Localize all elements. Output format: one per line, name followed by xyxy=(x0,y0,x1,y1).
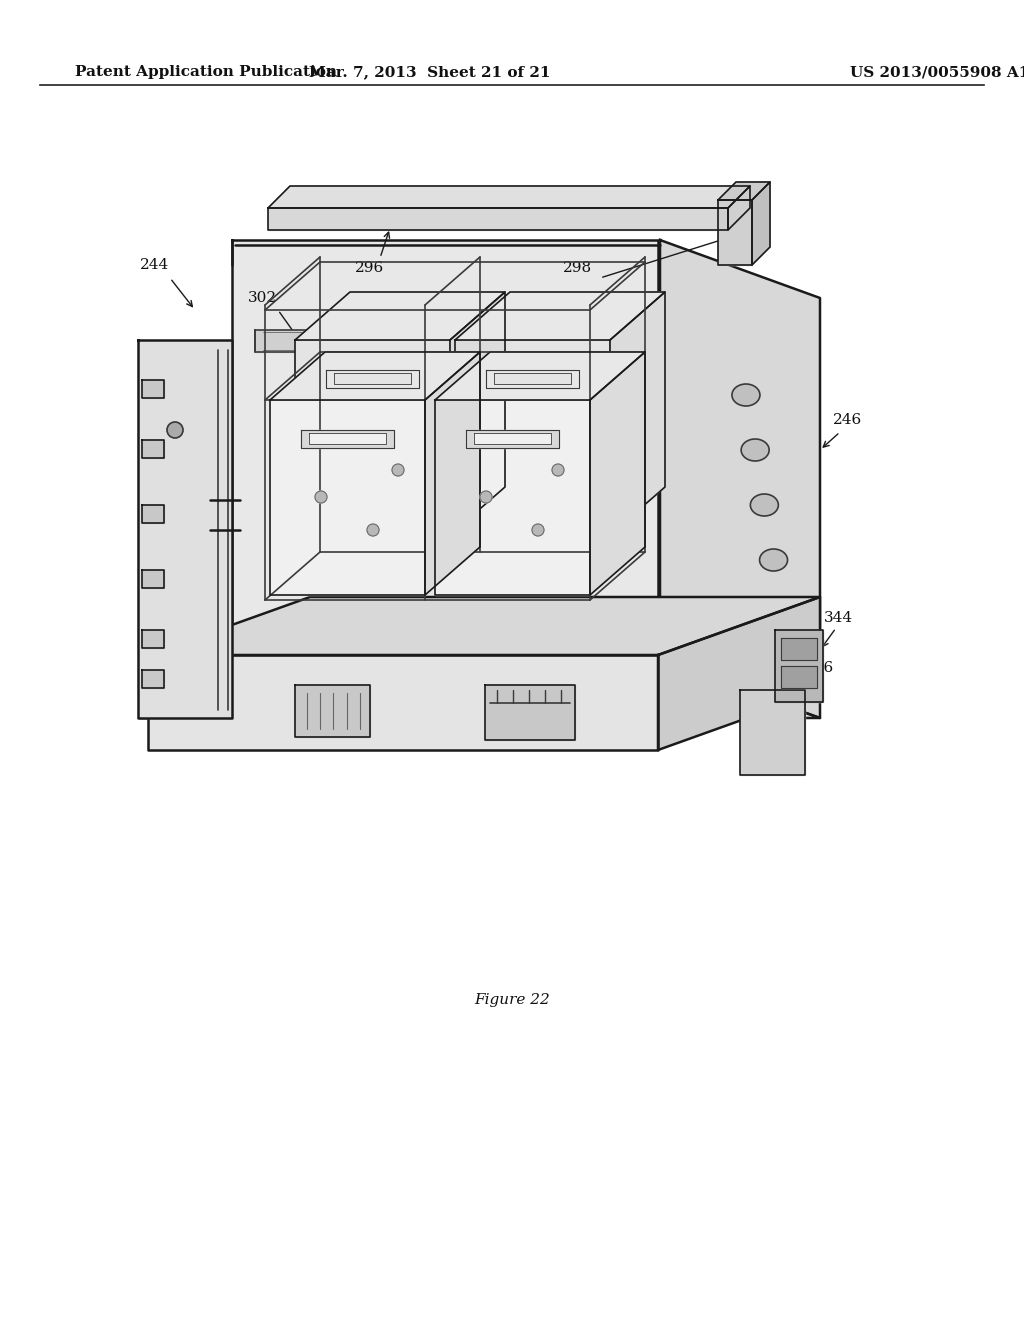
Polygon shape xyxy=(270,352,480,400)
Text: 226: 226 xyxy=(805,661,835,675)
Polygon shape xyxy=(148,655,658,750)
Text: 302: 302 xyxy=(248,290,276,305)
Polygon shape xyxy=(268,186,750,209)
Circle shape xyxy=(480,491,492,503)
Polygon shape xyxy=(138,341,232,718)
Polygon shape xyxy=(752,182,770,265)
Text: 342: 342 xyxy=(137,480,167,495)
Polygon shape xyxy=(660,240,820,718)
Text: 304: 304 xyxy=(154,634,182,647)
Polygon shape xyxy=(334,374,411,384)
Ellipse shape xyxy=(769,605,797,626)
Polygon shape xyxy=(142,506,164,523)
Text: Figure 22: Figure 22 xyxy=(474,993,550,1007)
Polygon shape xyxy=(781,667,817,688)
Polygon shape xyxy=(435,352,645,400)
Polygon shape xyxy=(466,430,559,447)
Text: US 2013/0055908 A1: US 2013/0055908 A1 xyxy=(850,65,1024,79)
Polygon shape xyxy=(728,186,750,230)
Polygon shape xyxy=(232,240,658,660)
Circle shape xyxy=(315,491,327,503)
Polygon shape xyxy=(148,597,820,655)
Polygon shape xyxy=(255,330,625,352)
Polygon shape xyxy=(326,370,419,388)
Ellipse shape xyxy=(760,549,787,572)
Polygon shape xyxy=(268,209,728,230)
Text: 246: 246 xyxy=(834,413,862,426)
Polygon shape xyxy=(610,292,665,535)
Polygon shape xyxy=(435,400,590,595)
Polygon shape xyxy=(450,292,505,535)
Text: Patent Application Publication: Patent Application Publication xyxy=(75,65,337,79)
Circle shape xyxy=(340,432,352,444)
Polygon shape xyxy=(140,660,820,718)
Polygon shape xyxy=(142,380,164,399)
Polygon shape xyxy=(295,685,370,737)
Text: 292: 292 xyxy=(137,541,167,554)
Ellipse shape xyxy=(751,494,778,516)
Polygon shape xyxy=(295,341,450,535)
Text: Mar. 7, 2013  Sheet 21 of 21: Mar. 7, 2013 Sheet 21 of 21 xyxy=(309,65,551,79)
Circle shape xyxy=(552,465,564,477)
Circle shape xyxy=(367,524,379,536)
Polygon shape xyxy=(455,292,665,341)
Polygon shape xyxy=(781,638,817,660)
Polygon shape xyxy=(142,630,164,648)
Ellipse shape xyxy=(741,440,769,461)
Polygon shape xyxy=(474,433,551,444)
Polygon shape xyxy=(142,570,164,587)
Polygon shape xyxy=(718,201,752,265)
Text: 344: 344 xyxy=(823,611,853,624)
Circle shape xyxy=(167,422,183,438)
Circle shape xyxy=(392,465,404,477)
Circle shape xyxy=(500,432,512,444)
Polygon shape xyxy=(494,374,571,384)
Polygon shape xyxy=(142,440,164,458)
Text: 244: 244 xyxy=(140,257,170,272)
Text: 298: 298 xyxy=(563,261,593,275)
Polygon shape xyxy=(718,182,770,201)
Text: 340a: 340a xyxy=(516,711,554,725)
Polygon shape xyxy=(270,400,425,595)
Polygon shape xyxy=(309,433,386,444)
Polygon shape xyxy=(142,671,164,688)
Polygon shape xyxy=(590,352,645,595)
Ellipse shape xyxy=(732,384,760,407)
Polygon shape xyxy=(301,430,394,447)
Polygon shape xyxy=(658,597,820,750)
Polygon shape xyxy=(455,341,610,535)
Polygon shape xyxy=(295,292,505,341)
Polygon shape xyxy=(486,370,579,388)
Polygon shape xyxy=(775,630,823,702)
Polygon shape xyxy=(740,690,805,775)
Text: 300: 300 xyxy=(215,704,245,717)
Text: 296: 296 xyxy=(355,261,385,275)
Polygon shape xyxy=(485,685,575,741)
Polygon shape xyxy=(425,352,480,595)
Circle shape xyxy=(532,524,544,536)
